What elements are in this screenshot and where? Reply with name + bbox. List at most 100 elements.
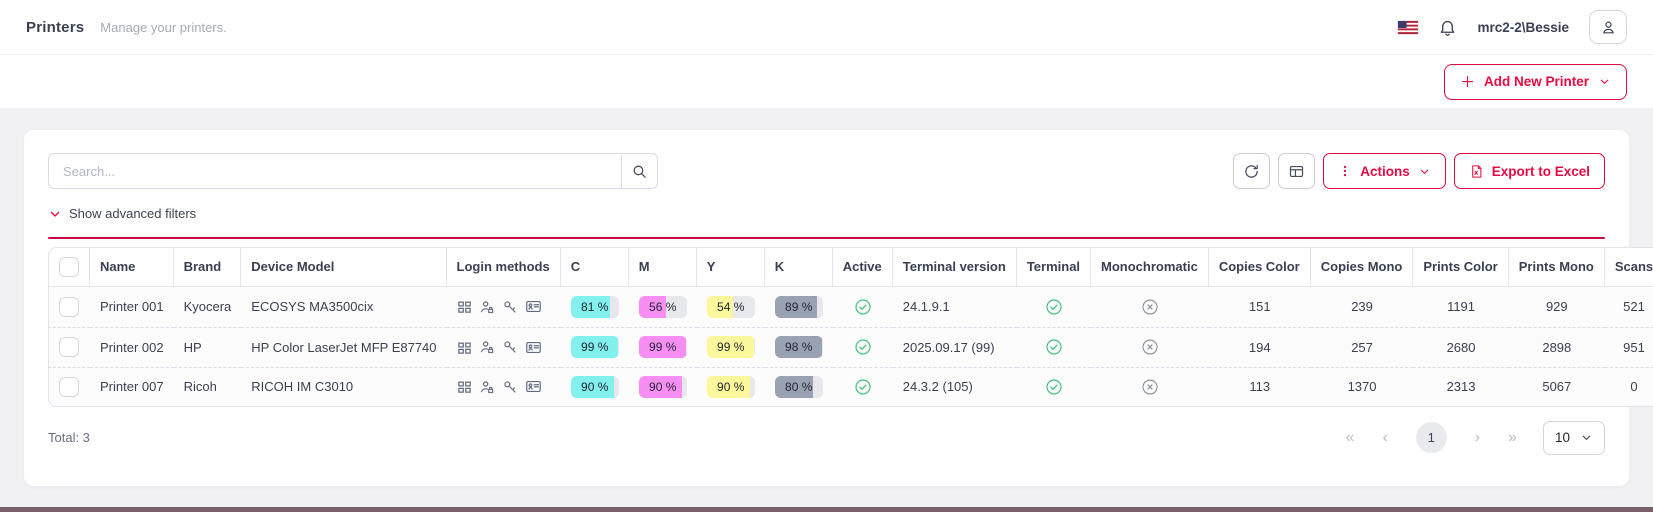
search-button[interactable] — [621, 153, 658, 189]
current-user-label: mrc2-2\Bessie — [1477, 19, 1569, 35]
m-toner-cell: 90 % — [628, 366, 697, 407]
add-new-printer-button[interactable]: Add New Printer — [1443, 63, 1627, 100]
pagination-next-button[interactable]: › — [1474, 428, 1481, 446]
pagination: « ‹ 1 › » — [1346, 422, 1517, 453]
prints-mono-cell: 2898 — [1508, 326, 1605, 367]
checkbox-cell — [48, 286, 90, 327]
login-methods-cell — [446, 286, 561, 327]
y-toner-cell: 54 % — [696, 286, 765, 327]
export-to-excel-button[interactable]: Export to Excel — [1453, 153, 1605, 189]
pin-code-icon — [457, 340, 472, 355]
table-row: Printer 002 HP HP Color LaserJet MFP E8774… — [48, 326, 1653, 367]
m-toner-cell: 56 % — [628, 286, 697, 327]
m-level-badge: 99 % — [638, 336, 687, 358]
c-level-badge: 90 % — [570, 375, 619, 398]
column-header[interactable]: Scans — [1604, 246, 1653, 287]
k-level-badge: 98 % — [774, 336, 823, 358]
m-toner-cell: 99 % — [628, 326, 697, 367]
device-model-cell: ECOSYS MA3500cix — [241, 286, 447, 327]
y-toner-cell: 90 % — [696, 366, 765, 407]
search-input[interactable] — [48, 153, 621, 189]
device-model-cell: RICOH IM C3010 — [241, 366, 447, 407]
terminal-cell — [1016, 286, 1092, 327]
m-level-badge: 90 % — [638, 375, 687, 398]
column-header[interactable]: Active — [832, 246, 893, 287]
refresh-button[interactable] — [1233, 153, 1271, 189]
copies-color-cell: 113 — [1208, 366, 1311, 407]
column-settings-button[interactable] — [1278, 153, 1316, 189]
pagination-last-button[interactable]: » — [1508, 428, 1517, 446]
column-header[interactable]: Monochromatic — [1091, 246, 1209, 287]
c-level-badge: 81 % — [570, 295, 619, 318]
row-checkbox[interactable] — [59, 337, 79, 357]
pagination-current-page[interactable]: 1 — [1415, 422, 1447, 453]
printers-table: Name Brand Device Model Login methods C M Y K Ac… — [48, 246, 1653, 407]
show-advanced-filters-label: Show advanced filters — [69, 206, 197, 221]
printer-name-cell: Printer 007 — [90, 366, 174, 407]
page-title: Printers — [26, 18, 85, 36]
top-header: Printers Manage your printers. — [0, 0, 1653, 108]
copies-mono-cell: 257 — [1310, 326, 1414, 367]
terminal-check-icon — [1045, 378, 1063, 396]
monochromatic-x-icon — [1141, 298, 1159, 316]
pagination-first-button[interactable]: « — [1345, 428, 1355, 446]
row-checkbox[interactable] — [59, 376, 79, 397]
excel-file-icon — [1471, 164, 1482, 178]
key-icon — [502, 379, 518, 395]
brand-cell: Ricoh — [173, 366, 242, 407]
k-toner-cell: 98 % — [764, 326, 833, 367]
user-icon — [1602, 21, 1614, 33]
prints-color-cell: 2680 — [1413, 326, 1509, 367]
table-row: Printer 001 Kyocera ECOSYS MA3500cix 81 % 56… — [48, 286, 1653, 327]
prints-color-cell: 2313 — [1413, 366, 1509, 407]
plus-icon — [1461, 75, 1474, 88]
vertical-dots-icon — [1344, 165, 1347, 177]
chevron-down-icon — [1582, 435, 1591, 440]
user-password-icon — [479, 379, 495, 395]
actions-button[interactable]: Actions — [1323, 153, 1446, 189]
id-card-icon — [525, 378, 542, 395]
m-level-badge: 56 % — [638, 295, 687, 318]
column-header[interactable]: Name — [90, 246, 174, 287]
show-advanced-filters-toggle[interactable]: Show advanced filters — [48, 206, 196, 221]
chevron-down-icon — [50, 211, 60, 217]
brand-cell: Kyocera — [173, 286, 242, 327]
column-header[interactable]: Terminal version — [892, 246, 1017, 287]
column-header[interactable]: C — [560, 246, 629, 287]
column-header[interactable]: Y — [696, 246, 765, 287]
column-header[interactable]: M — [628, 246, 697, 287]
page-size-value: 10 — [1554, 430, 1571, 445]
column-header[interactable]: Login methods — [446, 246, 561, 287]
refresh-icon — [1245, 164, 1259, 178]
user-menu-button[interactable] — [1589, 10, 1627, 44]
pagination-prev-button[interactable]: ‹ — [1382, 428, 1388, 446]
column-header[interactable]: Prints Mono — [1508, 246, 1605, 287]
k-level-badge: 89 % — [774, 295, 823, 318]
prints-mono-cell: 5067 — [1508, 366, 1605, 407]
row-checkbox[interactable] — [59, 296, 79, 317]
column-header[interactable]: Copies Mono — [1310, 246, 1414, 287]
monochromatic-x-icon — [1141, 378, 1159, 396]
printer-name-cell: Printer 002 — [90, 326, 174, 367]
language-flag-icon[interactable] — [1398, 20, 1419, 34]
select-all-checkbox[interactable] — [59, 256, 79, 277]
terminal-cell — [1016, 326, 1092, 367]
y-level-badge: 90 % — [706, 375, 755, 398]
device-model-cell: HP Color LaserJet MFP E87740 — [241, 326, 447, 367]
k-level-badge: 80 % — [774, 375, 823, 398]
column-header[interactable]: Copies Color — [1208, 246, 1311, 287]
column-header[interactable]: Prints Color — [1413, 246, 1509, 287]
active-cell — [832, 366, 893, 407]
table-row: Printer 007 Ricoh RICOH IM C3010 90 % 90 % 90… — [48, 366, 1653, 407]
chevron-down-icon — [1600, 79, 1609, 84]
page-size-select[interactable]: 10 — [1543, 420, 1605, 455]
column-header[interactable]: K — [764, 246, 833, 287]
column-header[interactable]: Brand — [173, 246, 242, 287]
notifications-bell-icon[interactable] — [1438, 18, 1457, 37]
column-header[interactable]: Terminal — [1016, 246, 1092, 287]
login-methods-cell — [446, 366, 561, 407]
column-header[interactable]: Device Model — [241, 246, 447, 287]
add-new-printer-label: Add New Printer — [1483, 74, 1589, 89]
pin-code-icon — [457, 299, 472, 314]
copies-mono-cell: 1370 — [1310, 366, 1414, 407]
